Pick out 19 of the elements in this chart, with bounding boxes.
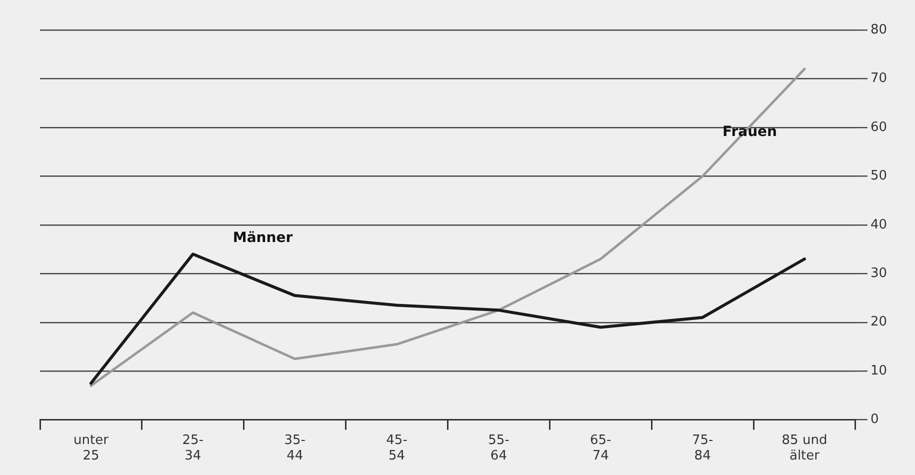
- x-tick-label: 65- 74: [590, 432, 612, 464]
- x-tick-label: 85 und älter: [782, 432, 828, 464]
- y-tick-label: 30: [870, 266, 888, 281]
- x-tick-label: unter 25: [74, 432, 110, 464]
- series-label: Männer: [232, 230, 293, 246]
- x-tick-label: 35- 44: [284, 432, 306, 464]
- y-tick-label: 70: [870, 71, 888, 86]
- y-tick-label: 80: [870, 22, 888, 38]
- y-tick-label: 60: [870, 120, 888, 135]
- series-label: Frauen: [722, 124, 778, 140]
- x-tick-label: 25- 34: [182, 432, 204, 464]
- y-tick-label: 40: [870, 217, 888, 232]
- y-tick-label: 10: [870, 363, 888, 378]
- y-tick-label: 50: [870, 168, 888, 184]
- x-tick-label: 45- 54: [386, 432, 408, 464]
- x-tick-label: 75- 84: [692, 432, 714, 464]
- y-tick-label: 0: [870, 412, 879, 428]
- x-tick-label: 55- 64: [488, 432, 510, 464]
- y-tick-label: 20: [870, 314, 888, 330]
